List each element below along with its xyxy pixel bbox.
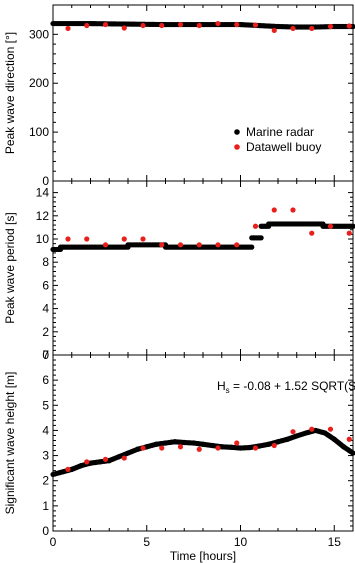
x-tick-label: 0 — [50, 535, 57, 549]
buoy-point — [84, 22, 90, 29]
buoy-point — [252, 223, 259, 229]
series-datawell-buoy — [65, 426, 352, 472]
buoy-point — [196, 22, 202, 29]
buoy-point — [177, 242, 184, 248]
series-datawell-buoy — [65, 20, 352, 34]
y-tick-label: 7 — [42, 348, 49, 362]
y-axis-label: Peak wave period [s] — [3, 212, 17, 323]
buoy-point — [84, 236, 90, 242]
buoy-point — [271, 442, 277, 449]
buoy-point — [215, 20, 221, 27]
buoy-point — [234, 440, 240, 446]
radar-point — [249, 244, 255, 250]
panel-1: 0 100 200 300 Peak wave direction [°] Marine … — [3, 4, 355, 188]
y-tick-label: 3 — [42, 449, 49, 463]
buoy-point — [271, 207, 277, 213]
legend-label: Marine radar — [246, 125, 314, 139]
buoy-point — [102, 242, 109, 248]
buoy-point — [140, 445, 146, 451]
y-axis-label: Significant wave height [m] — [3, 372, 17, 515]
y-tick-label: 100 — [29, 125, 49, 139]
plot-frame — [52, 180, 354, 356]
buoy-point — [234, 242, 240, 248]
buoy-point — [159, 242, 165, 248]
y-tick-label: 8 — [42, 255, 49, 269]
buoy-point — [327, 426, 334, 432]
legend-label: Datawell buoy — [246, 140, 321, 154]
x-tick-label: 10 — [234, 535, 248, 549]
buoy-point — [159, 445, 165, 451]
radar-point — [350, 223, 355, 229]
buoy-point — [215, 242, 221, 248]
buoy-point — [327, 223, 334, 229]
buoy-point — [177, 21, 184, 28]
x-tick-label: 5 — [143, 535, 150, 549]
y-tick-label: 0 — [42, 524, 49, 538]
buoy-point — [65, 466, 71, 472]
buoy-point — [140, 236, 146, 242]
buoy-point — [309, 230, 315, 236]
buoy-point — [159, 22, 165, 29]
y-tick-label: 5 — [42, 398, 49, 412]
buoy-point — [309, 25, 315, 32]
y-tick-label: 0 — [42, 348, 49, 362]
y-tick-label: 300 — [29, 27, 49, 41]
buoy-point — [102, 456, 109, 462]
y-tick-label: 200 — [29, 76, 49, 90]
buoy-point — [65, 236, 71, 242]
y-tick-label: 0 — [42, 174, 49, 188]
buoy-point — [346, 230, 352, 236]
y-tick-label: 6 — [42, 278, 49, 292]
y-tick-label: 10 — [36, 232, 50, 246]
buoy-point — [196, 446, 202, 452]
buoy-point — [346, 436, 352, 442]
buoy-point — [196, 242, 202, 248]
buoy-point — [290, 207, 296, 213]
buoy-point — [252, 445, 259, 451]
y-tick-label: 2 — [42, 325, 49, 339]
y-tick-label: 4 — [42, 423, 49, 437]
buoy-point — [234, 21, 240, 28]
x-tick-label: 15 — [328, 535, 342, 549]
buoy-point — [271, 27, 277, 34]
buoy-point — [346, 23, 352, 29]
buoy-point — [140, 22, 146, 29]
y-tick-label: 1 — [42, 499, 49, 513]
y-tick-label: 12 — [36, 209, 50, 223]
y-tick-label: 4 — [42, 302, 49, 316]
buoy-point — [102, 21, 109, 28]
y-tick-label: 2 — [42, 474, 49, 488]
buoy-point — [215, 445, 221, 451]
y-axis-label: Peak wave direction [°] — [3, 32, 17, 154]
series-marine-radar — [50, 427, 355, 478]
buoy-point — [290, 25, 296, 32]
plot-frame — [52, 4, 354, 182]
formula-annotation: Hs = -0.08 + 1.52 SQRT(SNR) — [217, 379, 355, 395]
buoy-point — [121, 236, 127, 242]
series-marine-radar — [50, 221, 355, 253]
buoy-point — [290, 429, 296, 435]
y-tick-label: 6 — [42, 373, 49, 387]
buoy-point — [121, 455, 127, 461]
buoy-point — [84, 459, 90, 465]
legend-marker — [234, 144, 240, 150]
y-tick-label: 14 — [36, 186, 50, 200]
buoy-point — [309, 426, 315, 432]
radar-point — [258, 235, 264, 241]
panel-2: 0 2 4 6 8 10 12 14 Peak wave period [s] — [3, 180, 355, 362]
buoy-point — [121, 25, 127, 31]
buoy-point — [252, 22, 259, 28]
buoy-point — [327, 23, 334, 30]
legend-marker — [234, 129, 240, 135]
series-datawell-buoy — [65, 207, 352, 248]
buoy-point — [177, 444, 184, 450]
radar-point — [350, 450, 355, 456]
x-axis-label: Time [hours] — [170, 549, 236, 563]
buoy-point — [65, 25, 71, 32]
